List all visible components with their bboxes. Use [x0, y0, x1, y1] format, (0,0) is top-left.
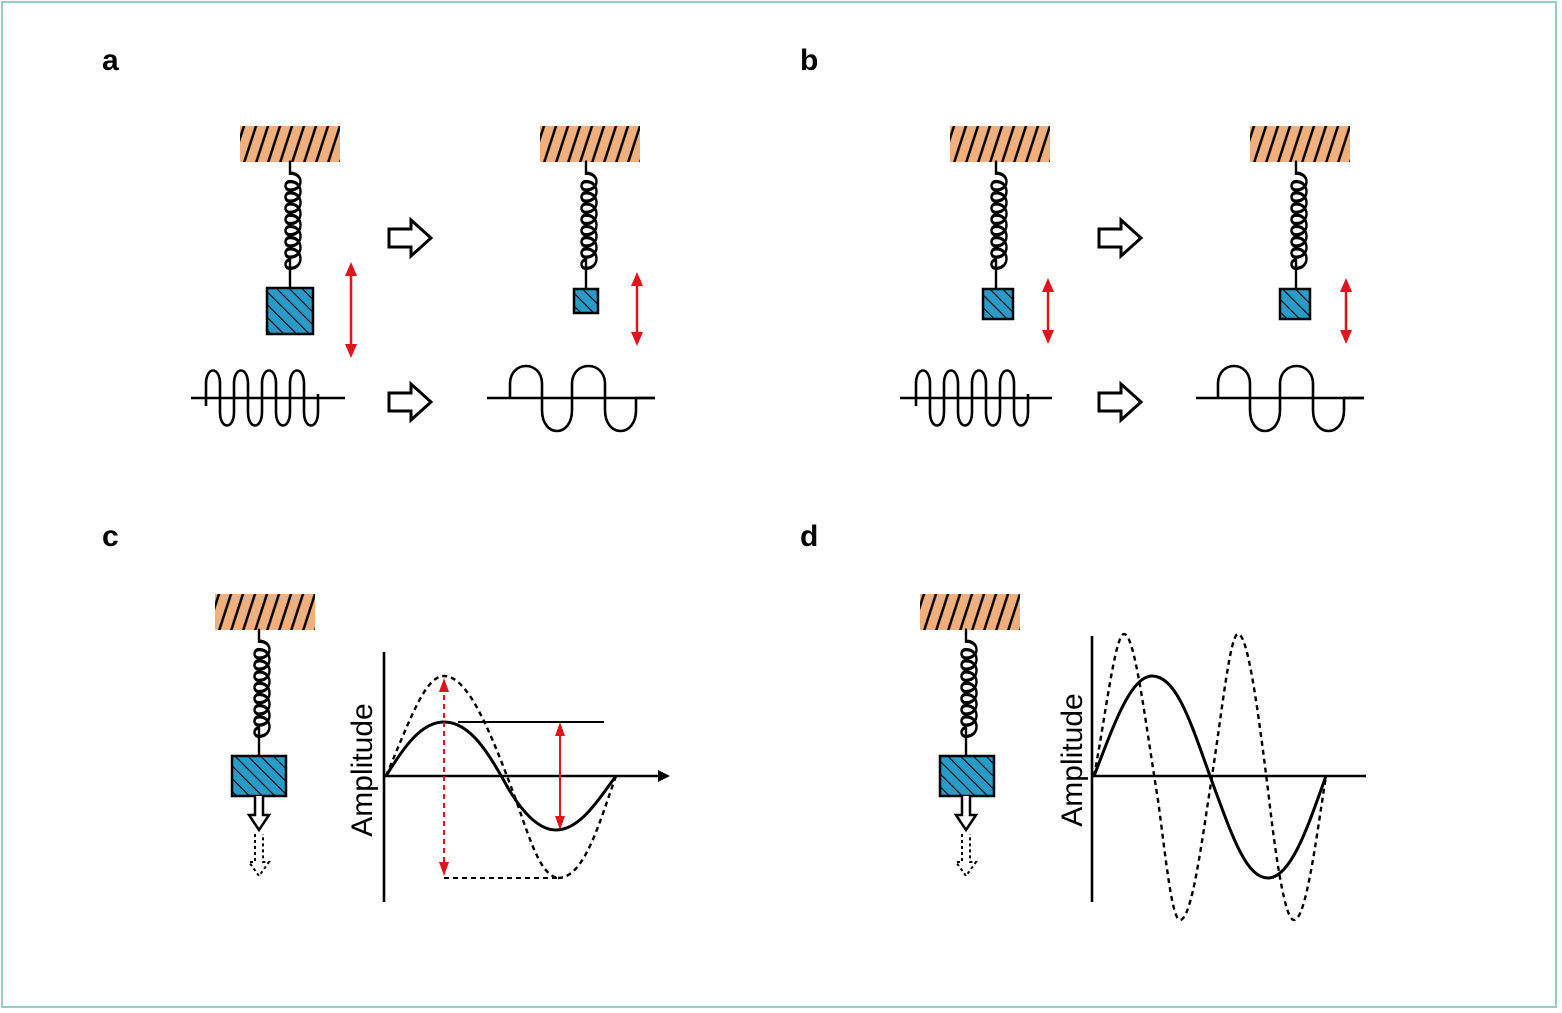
spring-icon [959, 628, 979, 758]
spring-icon [579, 160, 599, 290]
hatched-ceiling-icon [1250, 126, 1350, 162]
double-headed-red-arrow-icon [631, 272, 643, 346]
spring-icon [252, 628, 272, 758]
y-axis-label: Amplitude [1056, 693, 1089, 826]
outline-arrow-icon [1097, 218, 1143, 258]
spring-icon [1289, 160, 1309, 290]
force-down-arrow-icon [246, 796, 272, 878]
outline-arrow-icon [387, 382, 433, 422]
dashed-wave-high-frequency [1092, 632, 1328, 922]
double-headed-red-arrow-icon [345, 262, 357, 358]
panel-label-a: a [102, 44, 119, 77]
panel-b [900, 126, 1364, 433]
sine-wave-icon [1196, 364, 1364, 433]
force-down-arrow-icon [953, 796, 979, 878]
sine-wave-icon [191, 369, 345, 427]
hatched-ceiling-icon [920, 594, 1020, 630]
solid-wave-low-frequency [1092, 674, 1328, 880]
panel-label-c: c [102, 520, 119, 553]
panel-a [191, 126, 655, 433]
hatched-ceiling-icon [950, 126, 1050, 162]
panel-label-d: d [800, 520, 818, 553]
amplitude-red-arrow-icon [555, 722, 565, 830]
double-headed-red-arrow-icon [1340, 278, 1352, 344]
spring-icon [283, 160, 303, 290]
panel-label-b: b [800, 44, 818, 77]
amplitude-red-arrow-icon [439, 678, 449, 876]
panel-c: Amplitude [215, 594, 670, 902]
hatched-ceiling-icon [215, 594, 315, 630]
dashed-wave-large [384, 674, 561, 880]
hatched-ceiling-icon [240, 126, 340, 162]
outline-arrow-icon [1097, 382, 1143, 422]
y-axis-label: Amplitude [346, 703, 379, 836]
outline-arrow-icon [387, 218, 433, 258]
sine-wave-icon [900, 369, 1052, 427]
sine-wave-icon [487, 364, 655, 433]
spring-icon [989, 160, 1009, 290]
panel-d: Amplitude [920, 594, 1366, 922]
solid-wave-small [384, 720, 618, 832]
double-headed-red-arrow-icon [1042, 278, 1054, 344]
hatched-ceiling-icon [540, 126, 640, 162]
